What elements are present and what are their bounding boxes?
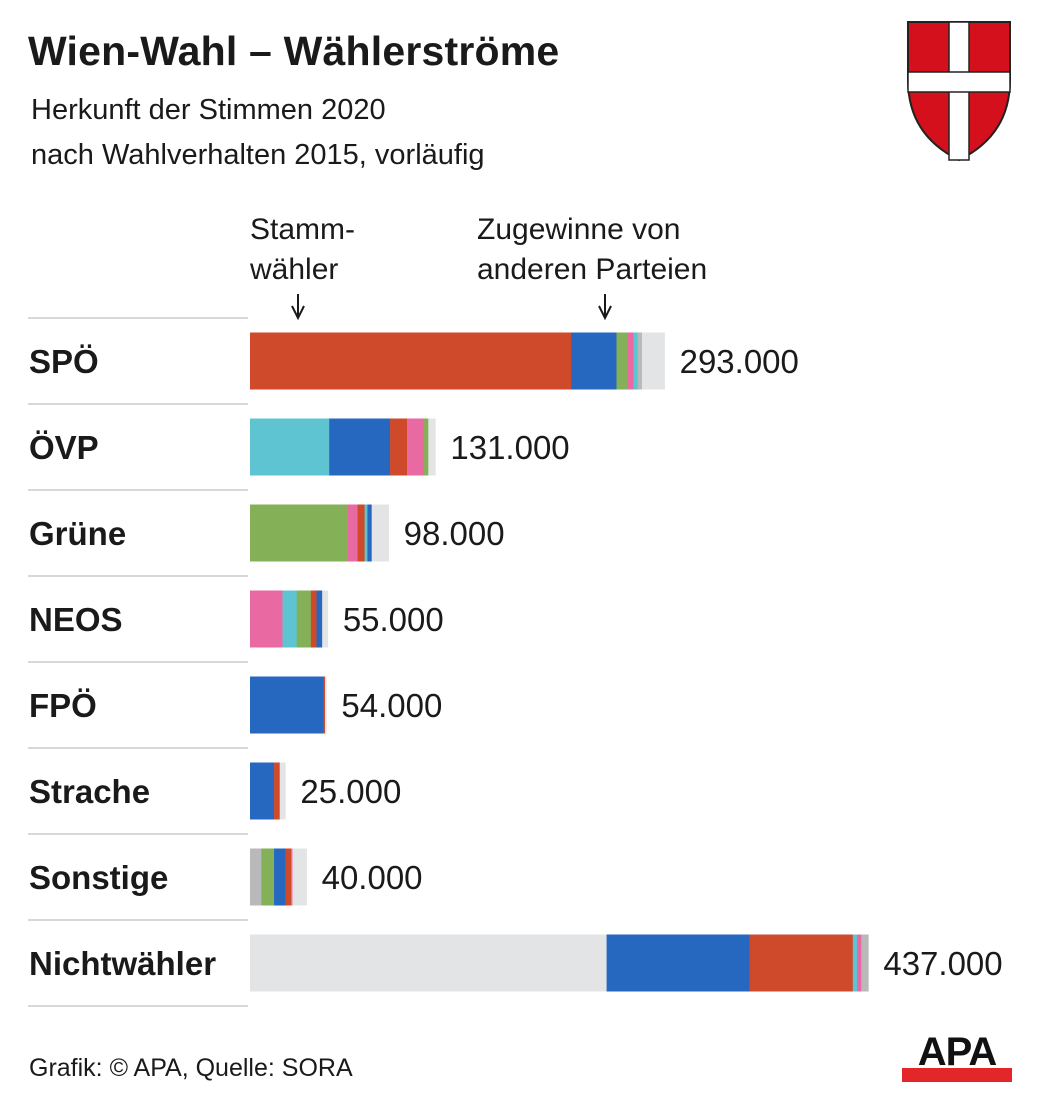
annotation-stamm-line1: Stamm- bbox=[250, 213, 355, 246]
bar-segment-sonstige-from-fpö bbox=[274, 848, 286, 906]
total-label: 98.000 bbox=[404, 515, 505, 552]
bar-segment-fpö-from-spö bbox=[323, 676, 326, 734]
category-label: Sonstige bbox=[29, 859, 168, 896]
bar-segment-neos-from-neos bbox=[250, 590, 283, 648]
bar-segment-grüne-from-övp bbox=[364, 504, 368, 562]
total-label: 40.000 bbox=[322, 859, 423, 896]
bar-segment-neos-from-grüne bbox=[296, 590, 312, 648]
category-label: NEOS bbox=[29, 601, 123, 638]
bar-segment-spö-from-övp bbox=[633, 332, 639, 390]
arrow-down-icon bbox=[598, 294, 612, 321]
bar-segment-övp-from-fpö bbox=[329, 418, 391, 476]
bar-segment-fpö-from-fpö bbox=[250, 676, 324, 734]
bar-segment-nichtwähler-from-spö bbox=[749, 934, 854, 992]
total-label: 25.000 bbox=[300, 773, 401, 810]
apa-logo-bar bbox=[902, 1068, 1012, 1082]
total-label: 437.000 bbox=[883, 945, 1002, 982]
bar-segment-nichtwähler-from-övp bbox=[852, 934, 858, 992]
apa-logo-text: APA bbox=[917, 1030, 997, 1074]
bar-segment-grüne-from-grüne bbox=[250, 504, 348, 562]
category-label: SPÖ bbox=[29, 343, 99, 380]
bar-segment-nichtwähler-from-fpö bbox=[606, 934, 750, 992]
arrow-down-icon bbox=[291, 294, 305, 321]
category-label: Grüne bbox=[29, 515, 126, 552]
bar-segment-neos-from-nichtwähler bbox=[322, 590, 329, 648]
annotation-zugewinne-line2: anderen Parteien bbox=[477, 253, 708, 286]
chart-subtitle-line1: Herkunft der Stimmen 2020 bbox=[31, 94, 386, 126]
bar-segment-övp-from-neos bbox=[407, 418, 425, 476]
category-label: FPÖ bbox=[29, 687, 97, 724]
bar-segment-grüne-from-fpö bbox=[367, 504, 372, 562]
bar-segment-spö-from-spö bbox=[250, 332, 572, 390]
bar-segment-spö-from-grüne bbox=[616, 332, 629, 390]
bar-segment-grüne-from-neos bbox=[347, 504, 358, 562]
bar-segment-övp-from-nichtwähler bbox=[428, 418, 436, 476]
bar-segment-spö-from-nichtwähler bbox=[641, 332, 665, 390]
bar-segment-strache-from-spö bbox=[274, 762, 281, 820]
bar-segment-sonstige-from-spö bbox=[285, 848, 292, 906]
bar-segment-fpö-from-nichtwähler bbox=[324, 676, 327, 734]
total-label: 55.000 bbox=[343, 601, 444, 638]
bar-segment-grüne-from-nichtwähler bbox=[371, 504, 389, 562]
annotation-zugewinne: Zugewinne von anderen Parteien bbox=[477, 210, 707, 290]
total-label: 131.000 bbox=[450, 429, 569, 466]
category-label: ÖVP bbox=[29, 429, 99, 466]
bar-segment-spö-from-sonstige bbox=[637, 332, 643, 390]
category-label: Strache bbox=[29, 773, 150, 810]
bar-segment-grüne-from-spö bbox=[357, 504, 365, 562]
bar-segment-övp-from-grüne bbox=[424, 418, 429, 476]
vienna-coat-of-arms-logo bbox=[907, 21, 1011, 162]
annotation-stammwaehler: Stamm- wähler bbox=[250, 210, 355, 290]
apa-logo: APA bbox=[902, 1030, 1012, 1084]
bar-segment-neos-from-övp bbox=[282, 590, 297, 648]
bar-segment-neos-from-fpö bbox=[316, 590, 323, 648]
chart-subtitle-line2: nach Wahlverhalten 2015, vorläufig bbox=[31, 139, 485, 171]
annotation-zugewinne-line1: Zugewinne von bbox=[477, 213, 681, 246]
bar-segment-nichtwähler-from-nichtwähler bbox=[250, 934, 607, 992]
bar-segment-övp-from-spö bbox=[390, 418, 408, 476]
bar-segment-spö-from-neos bbox=[627, 332, 634, 390]
annotation-stamm-line2: wähler bbox=[250, 253, 339, 286]
bar-segment-sonstige-from-nichtwähler bbox=[292, 848, 307, 906]
category-label: Nichtwähler bbox=[29, 945, 216, 982]
total-label: 293.000 bbox=[680, 343, 799, 380]
bar-segment-neos-from-spö bbox=[310, 590, 317, 648]
bar-segment-sonstige-from-sonstige bbox=[250, 848, 262, 906]
total-label: 54.000 bbox=[341, 687, 442, 724]
bar-segment-sonstige-from-grüne bbox=[261, 848, 275, 906]
chart-title: Wien-Wahl – Wählerströme bbox=[28, 28, 560, 74]
source-credit: Grafik: © APA, Quelle: SORA bbox=[29, 1054, 353, 1082]
bar-segment-spö-from-fpö bbox=[571, 332, 617, 390]
bar-segment-nichtwähler-from-sonstige bbox=[861, 934, 869, 992]
bar-segment-nichtwähler-from-neos bbox=[857, 934, 862, 992]
bar-segment-sonstige-from-neos bbox=[291, 848, 293, 906]
bar-segment-övp-from-övp bbox=[250, 418, 330, 476]
bar-segment-strache-from-fpö bbox=[250, 762, 275, 820]
bar-segment-strache-from-nichtwähler bbox=[279, 762, 286, 820]
